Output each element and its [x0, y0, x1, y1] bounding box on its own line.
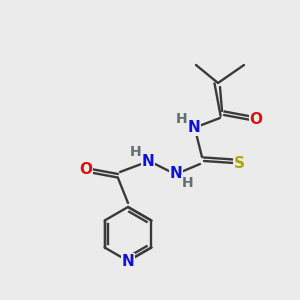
Text: O: O — [250, 112, 262, 128]
Text: N: N — [122, 254, 134, 268]
Text: O: O — [80, 161, 92, 176]
Text: H: H — [182, 176, 194, 190]
Text: N: N — [142, 154, 154, 169]
Text: N: N — [188, 121, 200, 136]
Text: N: N — [169, 167, 182, 182]
Text: H: H — [176, 112, 188, 126]
Text: S: S — [233, 155, 244, 170]
Text: H: H — [130, 145, 142, 159]
